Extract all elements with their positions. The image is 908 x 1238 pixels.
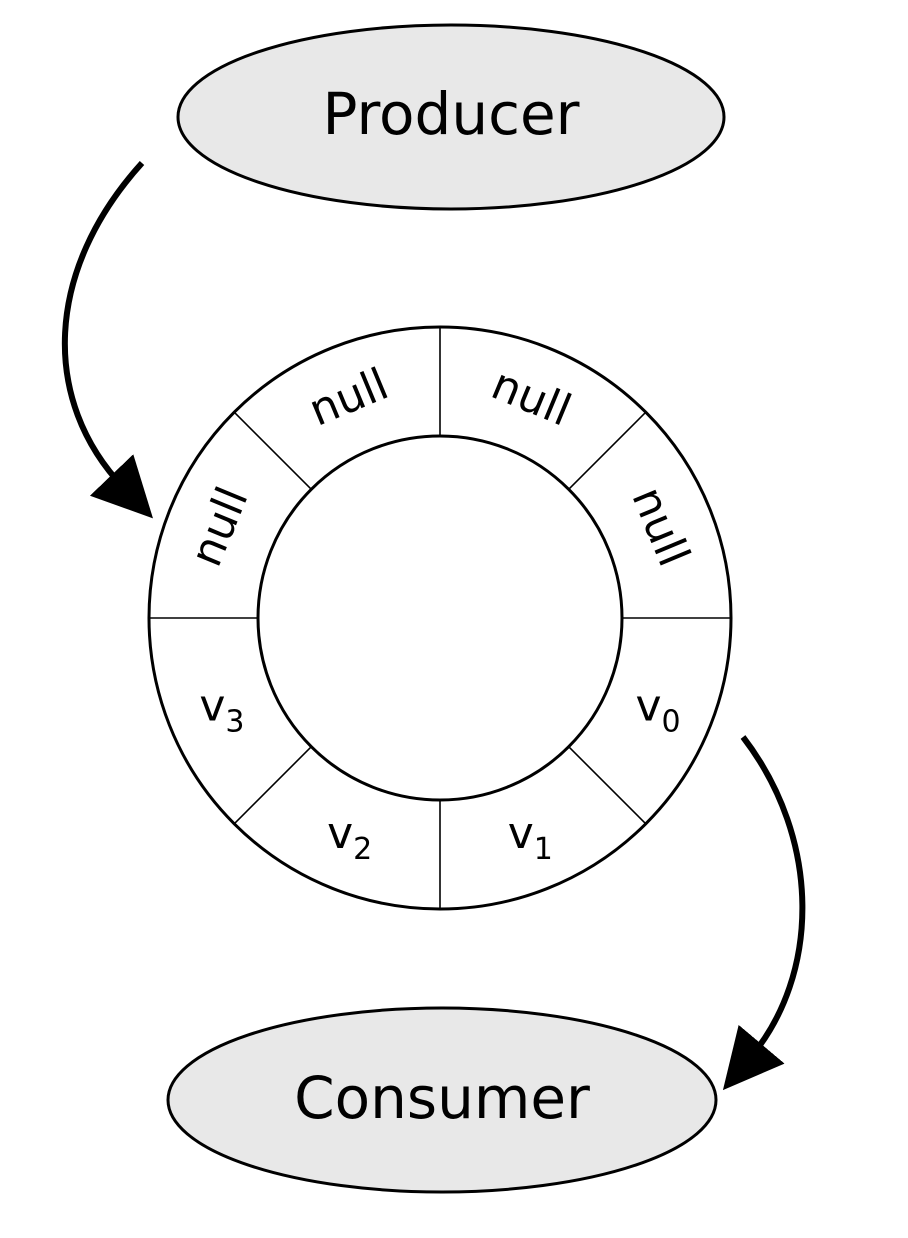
buffer-slot-1: v1 [508,808,553,867]
buffer-slot-0: v0 [635,680,680,739]
buffer-to-consumer-arrow [722,735,806,1091]
slot-label: null [181,480,259,574]
slot-dividers [149,327,731,909]
slot-divider [568,411,647,490]
buffer-slot-4: null [181,480,259,574]
slot-subscript: 2 [353,832,372,867]
consumer-node: Consumer [166,1006,718,1194]
consumer-label: Consumer [294,1064,590,1132]
buffer-slot-5: null [302,359,396,437]
slot-divider [233,746,312,825]
slot-subscript: 1 [534,832,553,867]
slot-label: v [635,680,661,731]
slot-divider [233,411,312,490]
buffer-slot-7: null [621,480,699,574]
slot-label: v [199,680,225,731]
producer-ellipse [176,23,726,211]
slot-subscript: 3 [225,704,244,739]
producer-label: Producer [322,80,579,148]
ring-inner-circle [256,434,624,802]
slot-subscript: 0 [662,704,681,739]
buffer-slot-2: v2 [327,808,372,867]
consumer-ellipse [166,1006,718,1194]
slot-label: null [484,359,578,437]
producer-to-buffer-arrow [61,160,153,519]
slot-label: v [327,808,353,859]
producer-node: Producer [176,23,726,211]
buffer-slot-3: v3 [199,680,244,739]
slot-label: null [302,359,396,437]
buffer-slot-6: null [484,359,578,437]
slot-label: null [621,480,699,574]
slot-label: v [508,808,534,859]
slot-divider [568,746,647,825]
